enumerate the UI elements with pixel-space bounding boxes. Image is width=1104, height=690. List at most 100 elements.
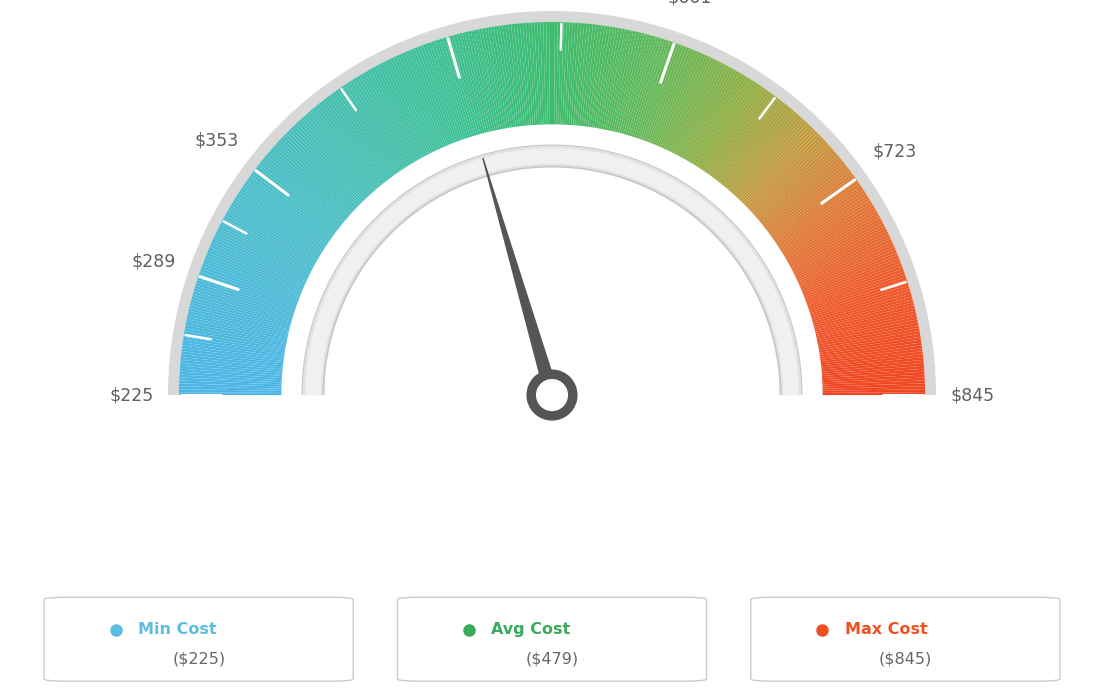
Wedge shape <box>817 322 919 344</box>
Wedge shape <box>691 75 747 164</box>
Text: ($845): ($845) <box>879 651 932 667</box>
Wedge shape <box>809 279 907 313</box>
Wedge shape <box>270 148 349 217</box>
Circle shape <box>537 380 567 411</box>
Wedge shape <box>684 70 736 160</box>
Wedge shape <box>352 79 408 166</box>
Wedge shape <box>622 34 650 134</box>
Wedge shape <box>769 173 853 236</box>
Text: $723: $723 <box>872 142 917 160</box>
Wedge shape <box>822 389 925 393</box>
Wedge shape <box>399 54 443 148</box>
Wedge shape <box>208 250 302 291</box>
Wedge shape <box>286 131 361 205</box>
Wedge shape <box>482 28 503 129</box>
Wedge shape <box>190 302 290 330</box>
Wedge shape <box>704 86 764 172</box>
Wedge shape <box>819 331 920 351</box>
Wedge shape <box>781 195 869 252</box>
Wedge shape <box>787 210 878 263</box>
Wedge shape <box>540 22 545 124</box>
Wedge shape <box>237 193 325 250</box>
Wedge shape <box>803 253 898 293</box>
Wedge shape <box>474 30 497 130</box>
Wedge shape <box>816 314 916 338</box>
Wedge shape <box>767 168 850 233</box>
Wedge shape <box>788 213 879 265</box>
Wedge shape <box>701 83 760 170</box>
Text: $353: $353 <box>194 132 238 150</box>
Wedge shape <box>819 339 922 357</box>
Wedge shape <box>380 63 429 155</box>
Wedge shape <box>815 305 915 332</box>
Text: $845: $845 <box>951 386 995 404</box>
Wedge shape <box>641 43 678 140</box>
Wedge shape <box>340 86 400 172</box>
Wedge shape <box>745 133 820 207</box>
Wedge shape <box>514 23 527 126</box>
Wedge shape <box>195 282 294 315</box>
Wedge shape <box>423 44 460 141</box>
Wedge shape <box>821 366 924 376</box>
Wedge shape <box>588 26 605 127</box>
Wedge shape <box>779 193 867 250</box>
Wedge shape <box>301 144 803 395</box>
Wedge shape <box>644 44 681 141</box>
Wedge shape <box>710 92 772 176</box>
Wedge shape <box>754 146 832 216</box>
Wedge shape <box>193 288 293 319</box>
Wedge shape <box>778 190 866 248</box>
Wedge shape <box>766 166 849 231</box>
Wedge shape <box>225 213 316 265</box>
Wedge shape <box>666 56 711 150</box>
Wedge shape <box>297 121 369 198</box>
Wedge shape <box>181 348 284 363</box>
Wedge shape <box>347 81 405 169</box>
Wedge shape <box>818 328 920 348</box>
Wedge shape <box>215 231 309 278</box>
Wedge shape <box>299 119 370 196</box>
Wedge shape <box>257 164 339 229</box>
Wedge shape <box>580 24 593 126</box>
Wedge shape <box>191 299 290 328</box>
Wedge shape <box>180 372 282 380</box>
Wedge shape <box>813 294 912 324</box>
Wedge shape <box>179 377 282 384</box>
Wedge shape <box>241 188 327 246</box>
Wedge shape <box>563 22 570 125</box>
Wedge shape <box>396 55 440 149</box>
Wedge shape <box>785 205 874 259</box>
Wedge shape <box>479 28 501 130</box>
FancyBboxPatch shape <box>44 598 353 681</box>
Text: Avg Cost: Avg Cost <box>491 622 571 637</box>
Wedge shape <box>310 110 378 189</box>
Wedge shape <box>546 22 550 124</box>
Wedge shape <box>723 106 789 186</box>
Wedge shape <box>344 83 403 170</box>
Wedge shape <box>526 23 535 125</box>
Wedge shape <box>671 60 719 153</box>
Wedge shape <box>755 148 834 217</box>
Wedge shape <box>728 111 796 190</box>
Wedge shape <box>598 28 619 129</box>
Wedge shape <box>204 257 300 297</box>
Wedge shape <box>611 31 636 131</box>
Wedge shape <box>323 99 388 181</box>
Wedge shape <box>575 23 587 126</box>
Wedge shape <box>543 22 548 124</box>
Wedge shape <box>259 161 341 228</box>
Wedge shape <box>295 123 367 199</box>
Wedge shape <box>782 197 870 254</box>
Wedge shape <box>772 178 857 239</box>
Wedge shape <box>819 334 921 353</box>
Wedge shape <box>711 93 774 177</box>
Text: Max Cost: Max Cost <box>845 622 927 637</box>
Wedge shape <box>426 43 463 140</box>
Wedge shape <box>198 274 296 309</box>
Wedge shape <box>777 188 863 246</box>
Wedge shape <box>594 26 613 128</box>
Wedge shape <box>183 337 285 355</box>
Wedge shape <box>658 52 700 147</box>
Wedge shape <box>596 27 616 128</box>
Wedge shape <box>708 90 768 175</box>
